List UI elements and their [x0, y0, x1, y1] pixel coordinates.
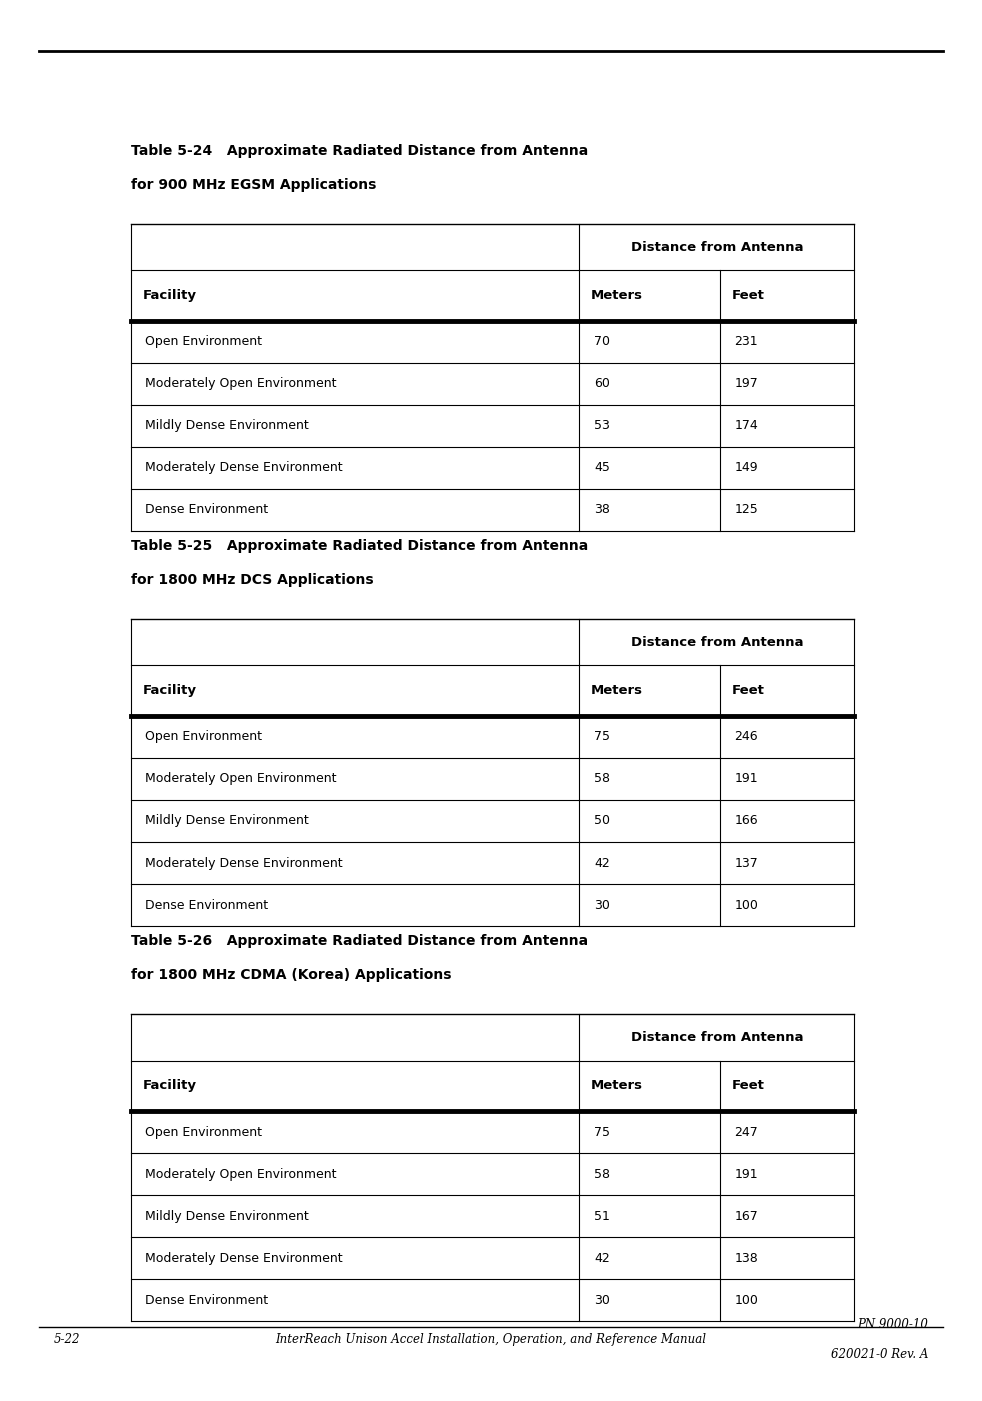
Text: 167: 167	[735, 1209, 758, 1223]
Text: 191: 191	[735, 1167, 758, 1181]
Text: Feet: Feet	[732, 289, 764, 303]
Text: Table 5-25   Approximate Radiated Distance from Antenna: Table 5-25 Approximate Radiated Distance…	[131, 539, 588, 553]
Text: Open Environment: Open Environment	[145, 1125, 262, 1139]
Text: Moderately Dense Environment: Moderately Dense Environment	[145, 1251, 343, 1265]
Text: 42: 42	[594, 856, 610, 870]
Text: 174: 174	[735, 419, 758, 433]
Text: 231: 231	[735, 335, 758, 349]
Text: Feet: Feet	[732, 684, 764, 698]
Text: 100: 100	[735, 898, 758, 912]
Text: 75: 75	[594, 730, 610, 744]
Text: Moderately Open Environment: Moderately Open Environment	[145, 772, 337, 786]
Text: 197: 197	[735, 377, 758, 391]
Text: 53: 53	[594, 419, 610, 433]
Text: 620021-0 Rev. A: 620021-0 Rev. A	[831, 1348, 928, 1360]
Text: 30: 30	[594, 1293, 610, 1307]
Text: 247: 247	[735, 1125, 758, 1139]
Text: 58: 58	[594, 1167, 610, 1181]
Text: 45: 45	[594, 461, 610, 475]
Text: Facility: Facility	[142, 684, 196, 698]
Text: Meters: Meters	[591, 684, 643, 698]
Text: Feet: Feet	[732, 1079, 764, 1093]
Text: Facility: Facility	[142, 1079, 196, 1093]
Text: Meters: Meters	[591, 289, 643, 303]
Text: 125: 125	[735, 503, 758, 517]
Text: Table 5-24   Approximate Radiated Distance from Antenna: Table 5-24 Approximate Radiated Distance…	[131, 144, 588, 158]
Text: 246: 246	[735, 730, 758, 744]
Text: Moderately Open Environment: Moderately Open Environment	[145, 377, 337, 391]
Text: 58: 58	[594, 772, 610, 786]
Text: Moderately Dense Environment: Moderately Dense Environment	[145, 461, 343, 475]
Text: for 900 MHz EGSM Applications: for 900 MHz EGSM Applications	[131, 178, 376, 192]
Text: InterReach Unison Accel Installation, Operation, and Reference Manual: InterReach Unison Accel Installation, Op…	[276, 1332, 706, 1346]
Text: 5-22: 5-22	[54, 1332, 81, 1346]
Text: 149: 149	[735, 461, 758, 475]
Text: for 1800 MHz DCS Applications: for 1800 MHz DCS Applications	[131, 573, 373, 587]
Text: 138: 138	[735, 1251, 758, 1265]
Text: Mildly Dense Environment: Mildly Dense Environment	[145, 419, 309, 433]
Text: Table 5-26   Approximate Radiated Distance from Antenna: Table 5-26 Approximate Radiated Distance…	[131, 934, 588, 948]
Text: 137: 137	[735, 856, 758, 870]
Text: 166: 166	[735, 814, 758, 828]
Text: Distance from Antenna: Distance from Antenna	[630, 636, 803, 649]
Text: Dense Environment: Dense Environment	[145, 1293, 268, 1307]
Text: Open Environment: Open Environment	[145, 730, 262, 744]
Text: 60: 60	[594, 377, 610, 391]
Text: 42: 42	[594, 1251, 610, 1265]
Text: 191: 191	[735, 772, 758, 786]
Text: 51: 51	[594, 1209, 610, 1223]
Text: Mildly Dense Environment: Mildly Dense Environment	[145, 1209, 309, 1223]
Text: 38: 38	[594, 503, 610, 517]
Text: Meters: Meters	[591, 1079, 643, 1093]
Text: Dense Environment: Dense Environment	[145, 898, 268, 912]
Text: Mildly Dense Environment: Mildly Dense Environment	[145, 814, 309, 828]
Text: Distance from Antenna: Distance from Antenna	[630, 1031, 803, 1044]
Text: 30: 30	[594, 898, 610, 912]
Text: Moderately Open Environment: Moderately Open Environment	[145, 1167, 337, 1181]
Text: Facility: Facility	[142, 289, 196, 303]
Text: 50: 50	[594, 814, 610, 828]
Text: Dense Environment: Dense Environment	[145, 503, 268, 517]
Text: Distance from Antenna: Distance from Antenna	[630, 241, 803, 254]
Text: PN 9000-10: PN 9000-10	[857, 1318, 928, 1331]
Text: for 1800 MHz CDMA (Korea) Applications: for 1800 MHz CDMA (Korea) Applications	[131, 968, 451, 982]
Text: Open Environment: Open Environment	[145, 335, 262, 349]
Text: Moderately Dense Environment: Moderately Dense Environment	[145, 856, 343, 870]
Text: 75: 75	[594, 1125, 610, 1139]
Text: 70: 70	[594, 335, 610, 349]
Text: 100: 100	[735, 1293, 758, 1307]
